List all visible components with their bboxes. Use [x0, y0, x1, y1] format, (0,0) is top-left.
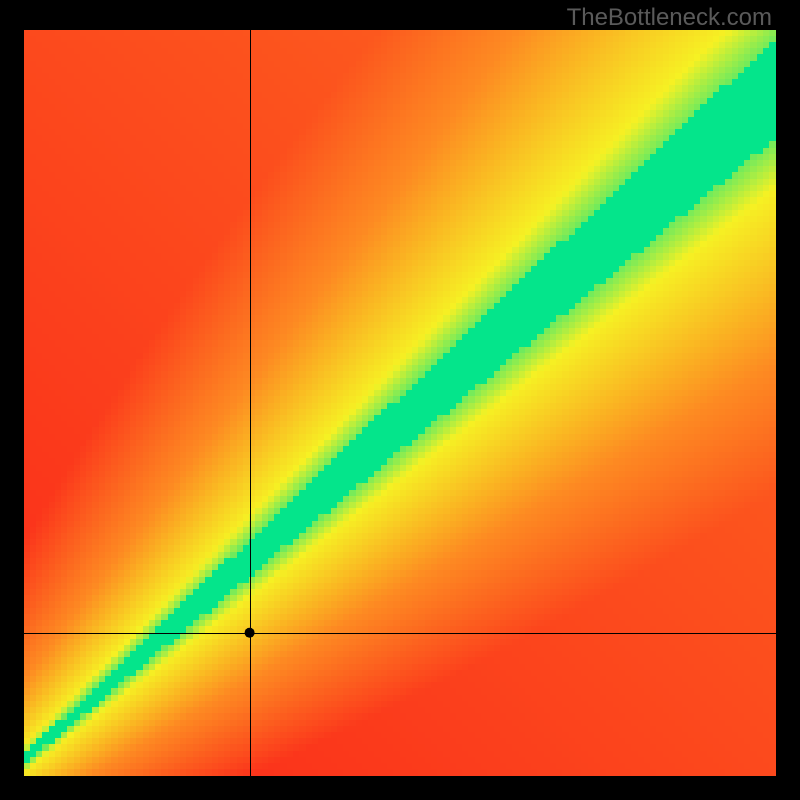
bottleneck-heatmap [24, 30, 776, 776]
watermark-label: TheBottleneck.com [567, 4, 772, 32]
